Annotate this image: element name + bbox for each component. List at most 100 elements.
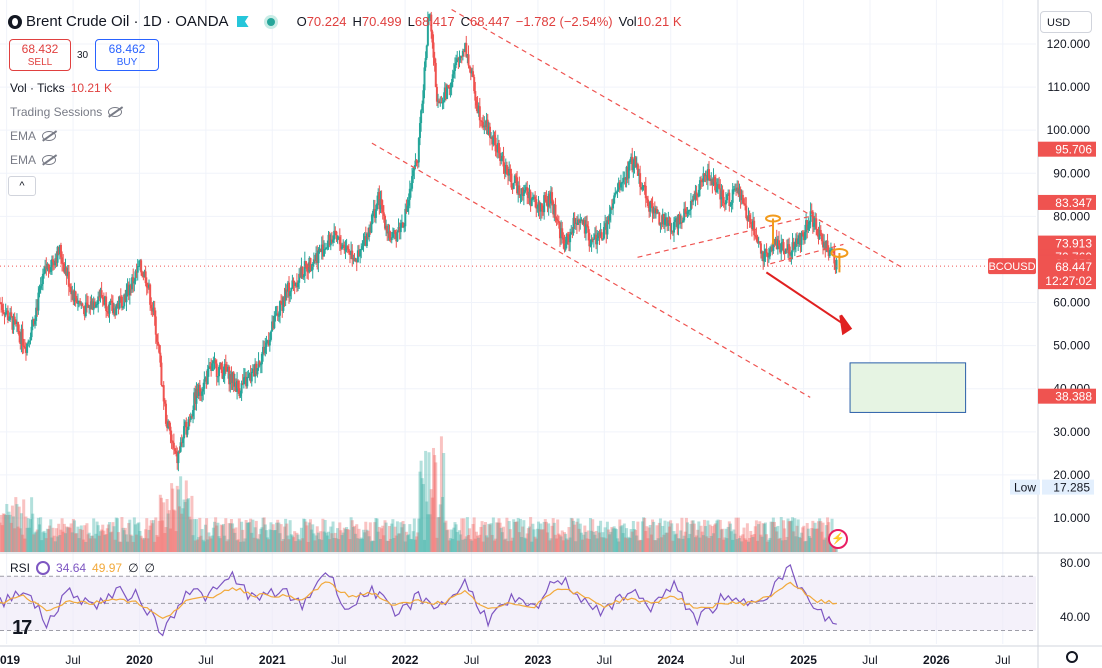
volume-bar xyxy=(263,524,267,552)
volume-bar xyxy=(569,517,573,552)
ema-label-1: EMA xyxy=(10,129,37,143)
volume-bar xyxy=(643,517,647,552)
candle-body xyxy=(167,421,170,428)
volume-bar xyxy=(796,519,800,552)
volume-bar xyxy=(147,529,151,552)
candle-body xyxy=(460,55,463,57)
currency-select[interactable]: USD xyxy=(1040,11,1092,33)
symbol-title[interactable]: Brent Crude Oil · 1D · OANDA xyxy=(26,13,229,30)
volume-bar xyxy=(774,527,778,552)
rsi-settings-icon[interactable] xyxy=(36,561,51,575)
volume-bar xyxy=(202,541,206,552)
ema-legend-1[interactable]: EMA xyxy=(10,129,57,143)
volume-bar xyxy=(801,527,805,552)
countdown-label: 12:27:02 xyxy=(1045,274,1092,288)
volume-bar xyxy=(237,518,241,552)
volume-bar xyxy=(79,525,83,552)
volume-bar xyxy=(281,539,285,552)
volume-bar xyxy=(138,530,142,552)
volume-bar xyxy=(748,537,752,552)
eye-off-icon[interactable] xyxy=(42,155,57,165)
volume-bar xyxy=(62,523,66,552)
volume-bar xyxy=(453,522,457,552)
collapse-legend-button[interactable]: ^ xyxy=(8,176,36,196)
candle-body xyxy=(18,330,21,336)
volume-bar xyxy=(366,530,370,552)
gear-icon[interactable] xyxy=(1066,651,1078,663)
candle-body xyxy=(623,177,626,179)
candle-body xyxy=(593,234,596,239)
eye-off-icon[interactable] xyxy=(42,131,57,141)
volume-bar xyxy=(287,539,291,552)
vol-ticks-legend[interactable]: Vol · Ticks 10.21 K xyxy=(10,81,112,95)
volume-bar xyxy=(611,528,615,552)
volume-bar xyxy=(474,531,478,552)
candle-body xyxy=(563,239,566,250)
volume-bar xyxy=(208,536,212,552)
volume-bar xyxy=(725,538,729,552)
flag-icon[interactable] xyxy=(236,16,249,27)
volume-bar xyxy=(215,525,219,552)
rsi-label: RSI xyxy=(10,561,31,575)
volume-bar xyxy=(35,529,39,552)
volume-bar xyxy=(480,521,484,552)
volume-bar xyxy=(422,539,426,552)
candle-body xyxy=(808,221,811,225)
rsi-legend[interactable]: RSI 34.64 49.97 ∅ ∅ xyxy=(10,561,155,575)
volume-bar xyxy=(477,537,481,552)
tradingview-logo-icon[interactable]: 17 xyxy=(12,617,32,639)
x-tick-label: Jul xyxy=(65,653,80,667)
eye-off-icon[interactable] xyxy=(108,107,123,117)
volume-bar xyxy=(132,517,136,552)
volume-bar xyxy=(500,532,504,552)
volume-bar xyxy=(341,532,345,552)
candle-body xyxy=(599,232,602,237)
volume-bar xyxy=(792,531,796,552)
candle-body xyxy=(442,100,445,103)
candle-body xyxy=(578,219,581,223)
ema-legend-2[interactable]: EMA xyxy=(10,153,57,167)
candle-body xyxy=(229,373,232,385)
candle-body xyxy=(767,256,770,258)
volume-bar xyxy=(251,519,255,552)
trading-sessions-legend[interactable]: Trading Sessions xyxy=(10,105,123,119)
volume-bar xyxy=(457,530,461,552)
candle-body xyxy=(306,264,309,272)
candle-body xyxy=(335,231,338,239)
candle-body xyxy=(96,304,99,306)
flash-icon[interactable]: ⚡ xyxy=(828,529,848,549)
candle-body xyxy=(72,290,75,302)
volume-bar xyxy=(250,532,254,552)
volume-bar xyxy=(143,537,147,552)
candle-body xyxy=(117,303,120,309)
candle-body xyxy=(781,242,784,244)
candle-body xyxy=(568,236,571,243)
volume-bar xyxy=(681,538,685,552)
sell-button[interactable]: 68.432 SELL xyxy=(9,39,71,71)
volume-bar xyxy=(181,508,185,552)
candle-body xyxy=(224,364,227,370)
volume-bar xyxy=(1,513,5,552)
volume-bar xyxy=(496,522,500,552)
candle-body xyxy=(168,421,171,427)
candle-body xyxy=(160,362,163,385)
candle-body xyxy=(517,185,520,194)
volume-bar xyxy=(209,538,213,552)
volume-bar xyxy=(343,529,347,552)
volume-bar xyxy=(692,523,696,552)
candle-body xyxy=(390,237,393,241)
candle-body xyxy=(538,202,541,212)
candle-body xyxy=(634,157,637,168)
candle-body xyxy=(372,209,375,214)
buy-button[interactable]: 68.462 BUY xyxy=(95,39,159,71)
candle-body xyxy=(239,393,242,396)
candle-body xyxy=(376,203,379,210)
candle-body xyxy=(35,307,38,321)
volume-bar xyxy=(15,504,19,552)
candle-body xyxy=(313,259,316,261)
volume-bar xyxy=(158,494,162,552)
volume-bar xyxy=(714,523,718,552)
candle-body xyxy=(755,235,758,238)
volume-bar xyxy=(42,530,46,552)
